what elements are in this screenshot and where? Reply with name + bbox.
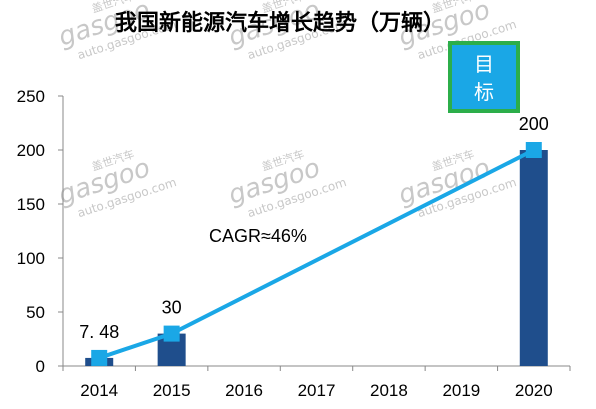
axes bbox=[62, 96, 570, 367]
trend-marker bbox=[91, 349, 108, 366]
trend-marker bbox=[525, 142, 542, 158]
x-tick-label: 2014 bbox=[80, 381, 118, 400]
bar bbox=[519, 150, 548, 366]
x-tick-label: 2018 bbox=[370, 381, 408, 400]
y-ticks: 0 50 100 150 200 250 bbox=[17, 87, 63, 376]
target-label-line-1: 目 bbox=[474, 52, 494, 76]
trend-line-layer bbox=[91, 142, 542, 366]
target-box-fill bbox=[452, 45, 516, 109]
x-tick-label: 2020 bbox=[515, 381, 553, 400]
bars bbox=[85, 150, 548, 366]
data-label: 200 bbox=[519, 114, 549, 134]
y-tick-label: 0 bbox=[36, 357, 45, 376]
x-ticks: 2014 2015 2016 2017 2018 2019 2020 bbox=[62, 366, 571, 400]
x-tick-label: 2016 bbox=[225, 381, 263, 400]
y-tick-label: 150 bbox=[17, 195, 45, 214]
x-tick-label: 2017 bbox=[298, 381, 336, 400]
y-tick-label: 250 bbox=[17, 87, 45, 106]
data-labels: 7. 48 30 200 bbox=[79, 114, 549, 342]
data-label: 30 bbox=[162, 298, 182, 318]
chart-title: 我国新能源汽车增长趋势（万辆） bbox=[115, 10, 445, 36]
trend-marker bbox=[163, 325, 180, 342]
x-tick-label: 2015 bbox=[153, 381, 191, 400]
y-tick-label: 50 bbox=[26, 303, 45, 322]
target-label-line-2: 标 bbox=[474, 80, 494, 104]
y-tick-label: 200 bbox=[17, 141, 45, 160]
x-tick-label: 2019 bbox=[442, 381, 480, 400]
data-label: 7. 48 bbox=[79, 322, 119, 342]
target-box: 目 标 bbox=[448, 41, 520, 113]
cagr-annotation: CAGR≈46% bbox=[209, 226, 307, 246]
y-tick-label: 100 bbox=[17, 249, 45, 268]
